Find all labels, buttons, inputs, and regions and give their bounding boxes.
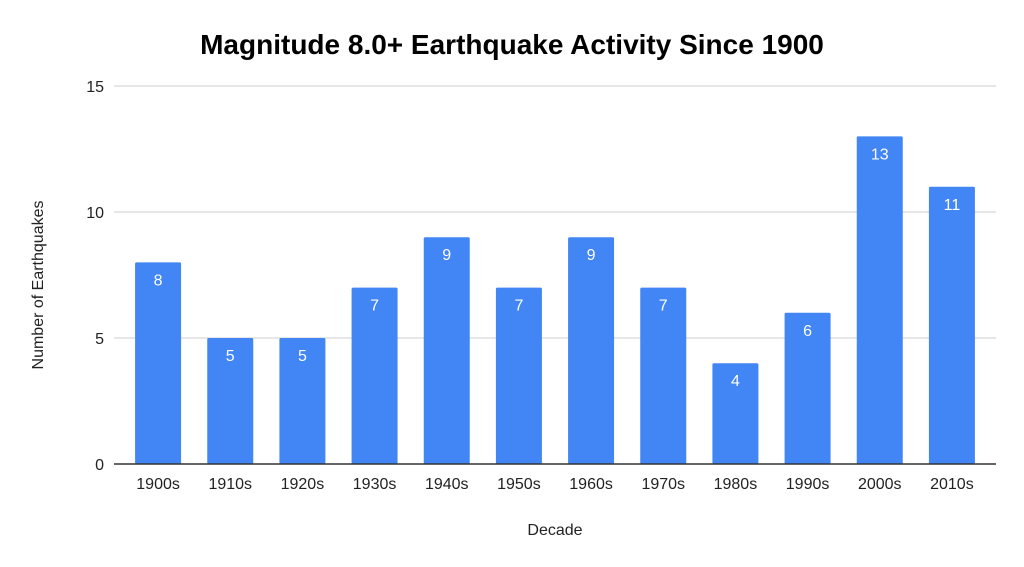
x-tick-label-1980s: 1980s xyxy=(714,476,758,493)
y-tick-label: 5 xyxy=(95,331,104,348)
y-tick-label: 15 xyxy=(86,79,104,96)
data-label-1970s: 7 xyxy=(659,298,668,315)
data-label-2010s: 11 xyxy=(944,197,961,214)
x-tick-label-1960s: 1960s xyxy=(569,476,613,493)
chart-title: Magnitude 8.0+ Earthquake Activity Since… xyxy=(200,29,824,60)
data-labels: 8 5 5 7 9 7 9 7 4 6 13 11 xyxy=(154,146,961,390)
gridlines xyxy=(114,85,996,339)
data-label-2000s: 13 xyxy=(871,146,889,163)
bar-1910s xyxy=(207,338,254,464)
bar-2010s xyxy=(928,186,975,465)
y-axis-title: Number of Earthquakes xyxy=(30,201,47,370)
bar-1940s xyxy=(423,237,470,464)
bar-1930s xyxy=(351,287,398,464)
x-tick-label-1910s: 1910s xyxy=(208,476,252,493)
x-axis-title: Decade xyxy=(527,522,582,539)
data-label-1900s: 8 xyxy=(154,272,163,289)
bar-1950s xyxy=(495,287,542,464)
bar-2000s xyxy=(856,136,903,464)
data-label-1910s: 5 xyxy=(226,348,235,365)
x-tick-label-1930s: 1930s xyxy=(353,476,397,493)
y-tick-label: 0 xyxy=(95,457,104,474)
data-label-1990s: 6 xyxy=(803,323,812,340)
x-tick-label-1920s: 1920s xyxy=(281,476,325,493)
bar-1980s xyxy=(712,363,759,464)
bar-1990s xyxy=(784,312,831,464)
bar-1900s xyxy=(135,262,182,464)
bar-1970s xyxy=(640,287,687,464)
x-tick-label-1900s: 1900s xyxy=(136,476,180,493)
bars xyxy=(135,136,975,465)
x-tick-label-1940s: 1940s xyxy=(425,476,469,493)
x-tick-label-1950s: 1950s xyxy=(497,476,541,493)
bar-1920s xyxy=(279,338,326,464)
data-label-1960s: 9 xyxy=(587,247,596,264)
y-tick-label: 10 xyxy=(86,205,104,222)
x-tick-label-1990s: 1990s xyxy=(786,476,830,493)
data-label-1940s: 9 xyxy=(442,247,451,264)
x-tick-label-2010s: 2010s xyxy=(930,476,974,493)
y-axis-ticks: 0 5 10 15 xyxy=(86,79,104,474)
data-label-1950s: 7 xyxy=(514,298,523,315)
data-label-1980s: 4 xyxy=(731,373,740,390)
bar-1960s xyxy=(568,237,615,464)
x-tick-label-2000s: 2000s xyxy=(858,476,902,493)
x-axis-ticks: 1900s 1910s 1920s 1930s 1940s 1950s 1960s 1970s… xyxy=(136,476,973,493)
data-label-1930s: 7 xyxy=(370,298,379,315)
x-tick-label-1970s: 1970s xyxy=(641,476,685,493)
data-label-1920s: 5 xyxy=(298,348,307,365)
